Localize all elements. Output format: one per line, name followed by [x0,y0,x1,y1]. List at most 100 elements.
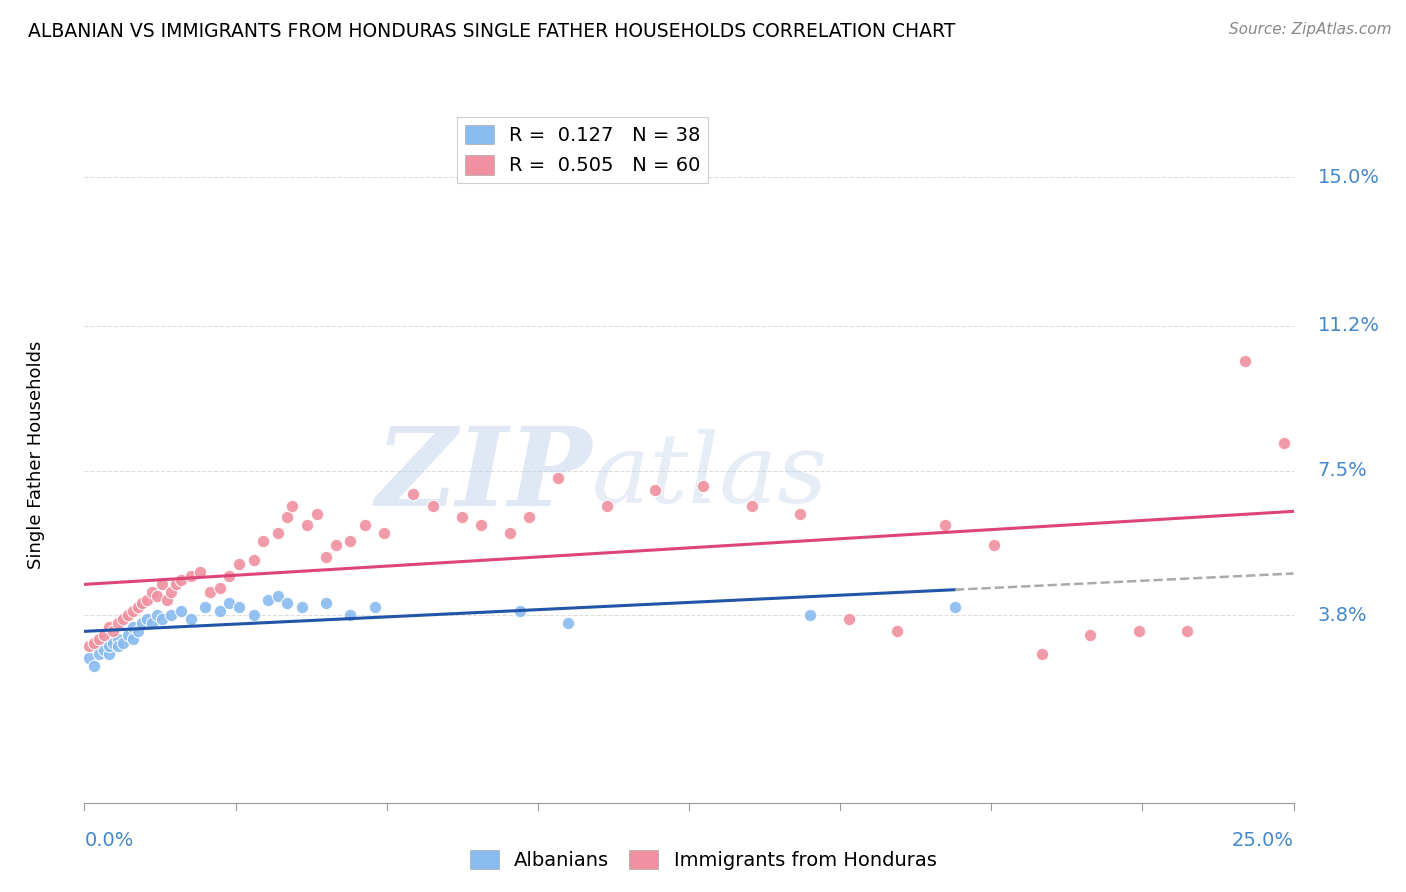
Point [943,600,966,615]
Point [789,507,811,521]
Point [422,499,444,513]
Point [315,597,337,611]
Point [228,600,250,615]
Point [267,589,290,603]
Point [218,597,240,611]
Point [517,510,540,524]
Point [218,569,240,583]
Point [112,612,135,626]
Point [93,628,115,642]
Point [103,635,125,649]
Point [103,624,125,638]
Text: 7.5%: 7.5% [1317,461,1368,480]
Point [83,659,105,673]
Point [373,526,395,541]
Text: 11.2%: 11.2% [1317,317,1379,335]
Point [499,526,522,541]
Point [170,604,193,618]
Point [470,518,492,533]
Point [1128,624,1150,638]
Point [450,510,472,524]
Point [141,615,163,630]
Point [644,483,666,497]
Point [180,569,202,583]
Point [208,581,231,595]
Point [305,507,328,521]
Point [97,620,120,634]
Point [83,635,105,649]
Point [121,632,143,646]
Point [87,632,110,646]
Point [838,612,860,626]
Point [547,471,569,485]
Point [190,565,212,579]
Point [107,632,129,646]
Point [692,479,714,493]
Point [97,647,120,661]
Point [208,604,231,618]
Point [1031,647,1053,661]
Text: atlas: atlas [592,429,828,523]
Point [402,487,425,501]
Text: 3.8%: 3.8% [1317,606,1367,624]
Point [1080,628,1102,642]
Point [509,604,531,618]
Point [198,584,221,599]
Point [117,608,139,623]
Point [150,612,173,626]
Point [121,620,143,634]
Point [127,600,149,615]
Point [136,592,159,607]
Point [1272,436,1295,450]
Point [257,592,280,607]
Point [252,533,274,548]
Point [934,518,956,533]
Point [121,604,143,618]
Point [107,640,129,654]
Point [112,635,135,649]
Point [983,538,1005,552]
Point [242,553,264,567]
Point [339,533,361,548]
Legend: Albanians, Immigrants from Honduras: Albanians, Immigrants from Honduras [461,842,945,878]
Point [97,640,120,654]
Point [155,592,177,607]
Point [291,600,314,615]
Point [170,573,193,587]
Point [146,608,169,623]
Point [276,597,298,611]
Point [93,643,115,657]
Point [325,538,347,552]
Point [150,577,173,591]
Point [136,612,159,626]
Point [127,624,149,638]
Text: ZIP: ZIP [375,422,592,530]
Point [267,526,290,541]
Point [596,499,619,513]
Point [107,615,129,630]
Point [146,589,169,603]
Point [165,577,187,591]
Point [363,600,385,615]
Text: Source: ZipAtlas.com: Source: ZipAtlas.com [1229,22,1392,37]
Point [194,600,217,615]
Point [557,615,579,630]
Point [339,608,361,623]
Point [354,518,377,533]
Point [131,615,153,630]
Point [799,608,821,623]
Point [160,608,183,623]
Point [87,647,110,661]
Text: 15.0%: 15.0% [1317,168,1379,187]
Point [1175,624,1198,638]
Point [242,608,264,623]
Point [315,549,337,564]
Legend: R =  0.127   N = 38, R =  0.505   N = 60: R = 0.127 N = 38, R = 0.505 N = 60 [457,117,709,183]
Text: 25.0%: 25.0% [1232,830,1294,850]
Point [180,612,202,626]
Point [228,558,250,572]
Point [1234,354,1257,368]
Point [131,597,153,611]
Point [276,510,298,524]
Point [886,624,908,638]
